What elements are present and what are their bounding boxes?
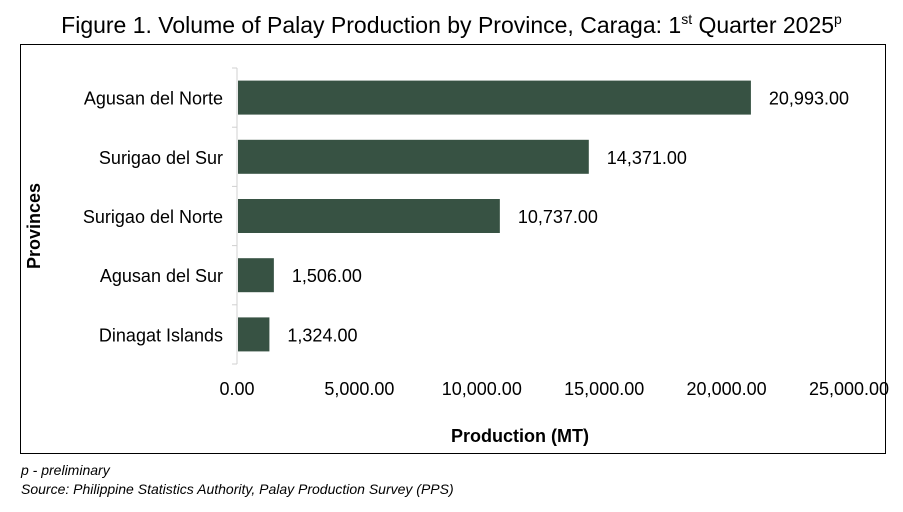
chart-title: Figure 1. Volume of Palay Production by … bbox=[0, 12, 903, 39]
category-label: Surigao del Norte bbox=[83, 207, 223, 227]
bar bbox=[238, 199, 500, 233]
y-axis-title: Provinces bbox=[24, 183, 44, 269]
data-label: 1,324.00 bbox=[287, 325, 357, 345]
data-label: 1,506.00 bbox=[292, 266, 362, 286]
bar bbox=[238, 317, 270, 352]
chart-frame bbox=[20, 44, 886, 454]
bar bbox=[238, 80, 751, 115]
bar bbox=[238, 139, 589, 174]
title-superscript-p: p bbox=[834, 11, 842, 27]
data-label: 20,993.00 bbox=[769, 89, 849, 109]
x-tick-label: 20,000.00 bbox=[687, 379, 767, 399]
title-main: Figure 1. Volume of Palay Production by … bbox=[61, 12, 682, 38]
x-tick-label: 25,000.00 bbox=[809, 379, 889, 399]
title-superscript-st: st bbox=[681, 11, 693, 27]
x-tick-label: 0.00 bbox=[219, 379, 254, 399]
category-label: Surigao del Sur bbox=[99, 148, 223, 168]
data-label: 10,737.00 bbox=[518, 207, 598, 227]
data-label: 14,371.00 bbox=[607, 148, 687, 168]
x-tick-label: 10,000.00 bbox=[442, 379, 522, 399]
category-label: Dinagat Islands bbox=[99, 325, 223, 345]
title-mid: Quarter 2025 bbox=[692, 12, 835, 38]
source-note: Source: Philippine Statistics Authority,… bbox=[21, 481, 454, 497]
bar bbox=[238, 258, 274, 293]
x-tick-label: 5,000.00 bbox=[324, 379, 394, 399]
x-tick-label: 15,000.00 bbox=[564, 379, 644, 399]
preliminary-note: p - preliminary bbox=[21, 462, 110, 478]
category-label: Agusan del Norte bbox=[84, 89, 223, 109]
category-label: Agusan del Sur bbox=[100, 266, 223, 286]
x-axis-title: Production (MT) bbox=[451, 426, 589, 446]
